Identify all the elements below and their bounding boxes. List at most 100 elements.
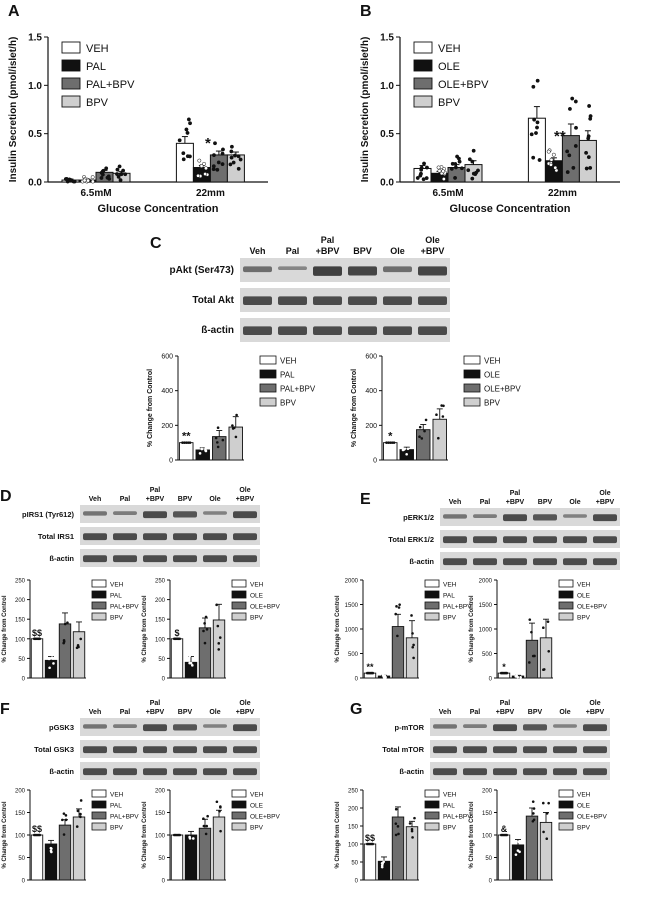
legend-label: PAL+BPV [110,814,139,821]
bar-ole-bpv [198,827,212,881]
data-point [573,144,578,148]
data-point [587,104,592,108]
data-point [571,165,576,170]
significance-mark: * [388,431,393,443]
blot-band [533,536,557,544]
data-point [206,814,209,818]
y-tick-label: 100 [155,834,166,840]
blot-band [83,511,107,516]
bar-ole-bpv [416,429,431,461]
bar-pal [44,659,58,679]
y-tick-label: 1.5 [380,33,394,44]
blot-band [143,533,167,541]
lane-label: Ole [209,709,220,716]
lane-label: Pal [120,709,131,716]
data-point [215,603,218,607]
data-point [62,640,66,643]
bar-bpv [432,418,447,461]
bar [578,139,597,183]
significance-mark: $$ [32,628,42,638]
blot-band [278,326,307,336]
legend-label: BPV [577,825,591,832]
data-point [546,149,551,154]
data-point [198,452,202,455]
blot-row-label: ß-actin [399,767,424,776]
data-point [456,156,461,161]
data-point [202,817,205,821]
lane-label: Ole [599,490,610,497]
y-axis-label: % Change from Control [351,369,358,447]
data-point [181,151,186,156]
blot-band [233,746,257,754]
significance-mark: * [205,135,211,152]
data-point [530,630,533,634]
data-point [188,655,191,658]
data-point [548,162,553,167]
blot-band [473,514,497,519]
blot-band [233,533,257,541]
panel-letter: F [0,701,10,718]
y-tick-label: 400 [161,388,173,395]
bar-veh [30,638,44,679]
data-point [202,629,205,633]
y-tick-label: 150 [482,811,493,817]
blot-band [313,326,342,336]
y-tick-label: 150 [348,825,359,831]
data-point [118,172,123,176]
blot-band [503,536,527,544]
data-point [62,812,66,815]
bar-veh [30,834,44,881]
data-point [532,807,536,810]
panel-A-chart: 0.0 0.5 1.0 1.5 Insulin Secretion (pmol/isle… [8,3,268,215]
lane-label: +BPV [146,496,165,503]
data-point [380,865,384,869]
legend-swatch [558,579,574,588]
data-point [219,805,222,808]
data-point [532,117,537,122]
data-point [371,671,375,675]
blot-strip [80,718,260,736]
y-axis-label: % Change from Control [147,369,154,447]
legend-swatch [424,612,440,621]
legend-swatch [91,811,107,820]
panel-B-chart: 0.0 0.5 1.0 1.5 Insulin Secretion (pmol/isle… [360,3,620,215]
lane-label: +BPV [146,709,165,716]
data-point [234,435,238,439]
data-point [419,165,424,170]
data-point [38,637,42,641]
data-point [551,152,556,157]
blot-band [203,724,227,728]
data-point [531,155,536,160]
lane-label: +BPV [586,709,605,716]
y-tick-label: 0 [355,677,359,683]
blot-row-label: ß-actin [201,325,234,336]
blot-strip [240,258,450,282]
legend-swatch [558,590,574,599]
data-point [441,177,446,181]
lane-label: Ole [209,496,220,503]
legend-label: BPV [443,615,457,622]
data-point [77,645,80,649]
data-point [537,158,542,162]
legend-swatch [463,369,481,379]
blot-band [433,768,457,776]
data-point [197,158,202,163]
panel-G-blot: Veh Pal Pal +BPV BPV Ole Ole +BPV p-mTOR Total mT… [382,700,610,780]
data-point [76,809,80,813]
data-point [192,837,195,840]
data-point [50,850,53,854]
data-point [50,656,54,659]
y-tick-label: 1500 [345,603,359,609]
bar-veh [170,638,184,679]
blot-band [553,746,577,754]
legend-label: VEH [484,357,501,366]
data-point [394,612,398,616]
lane-label: Pal [500,700,511,707]
data-point [586,136,591,141]
E-right-chart: 0 500 1000 1500 2000 % Change from Control * VE… [469,579,607,683]
legend-label: VEH [250,582,264,589]
significance-mark: $ [174,628,179,638]
blot-band [383,266,412,273]
x-tick-label: 22mm [196,188,225,199]
x-axis-label: Glucose Concentration [97,203,218,215]
